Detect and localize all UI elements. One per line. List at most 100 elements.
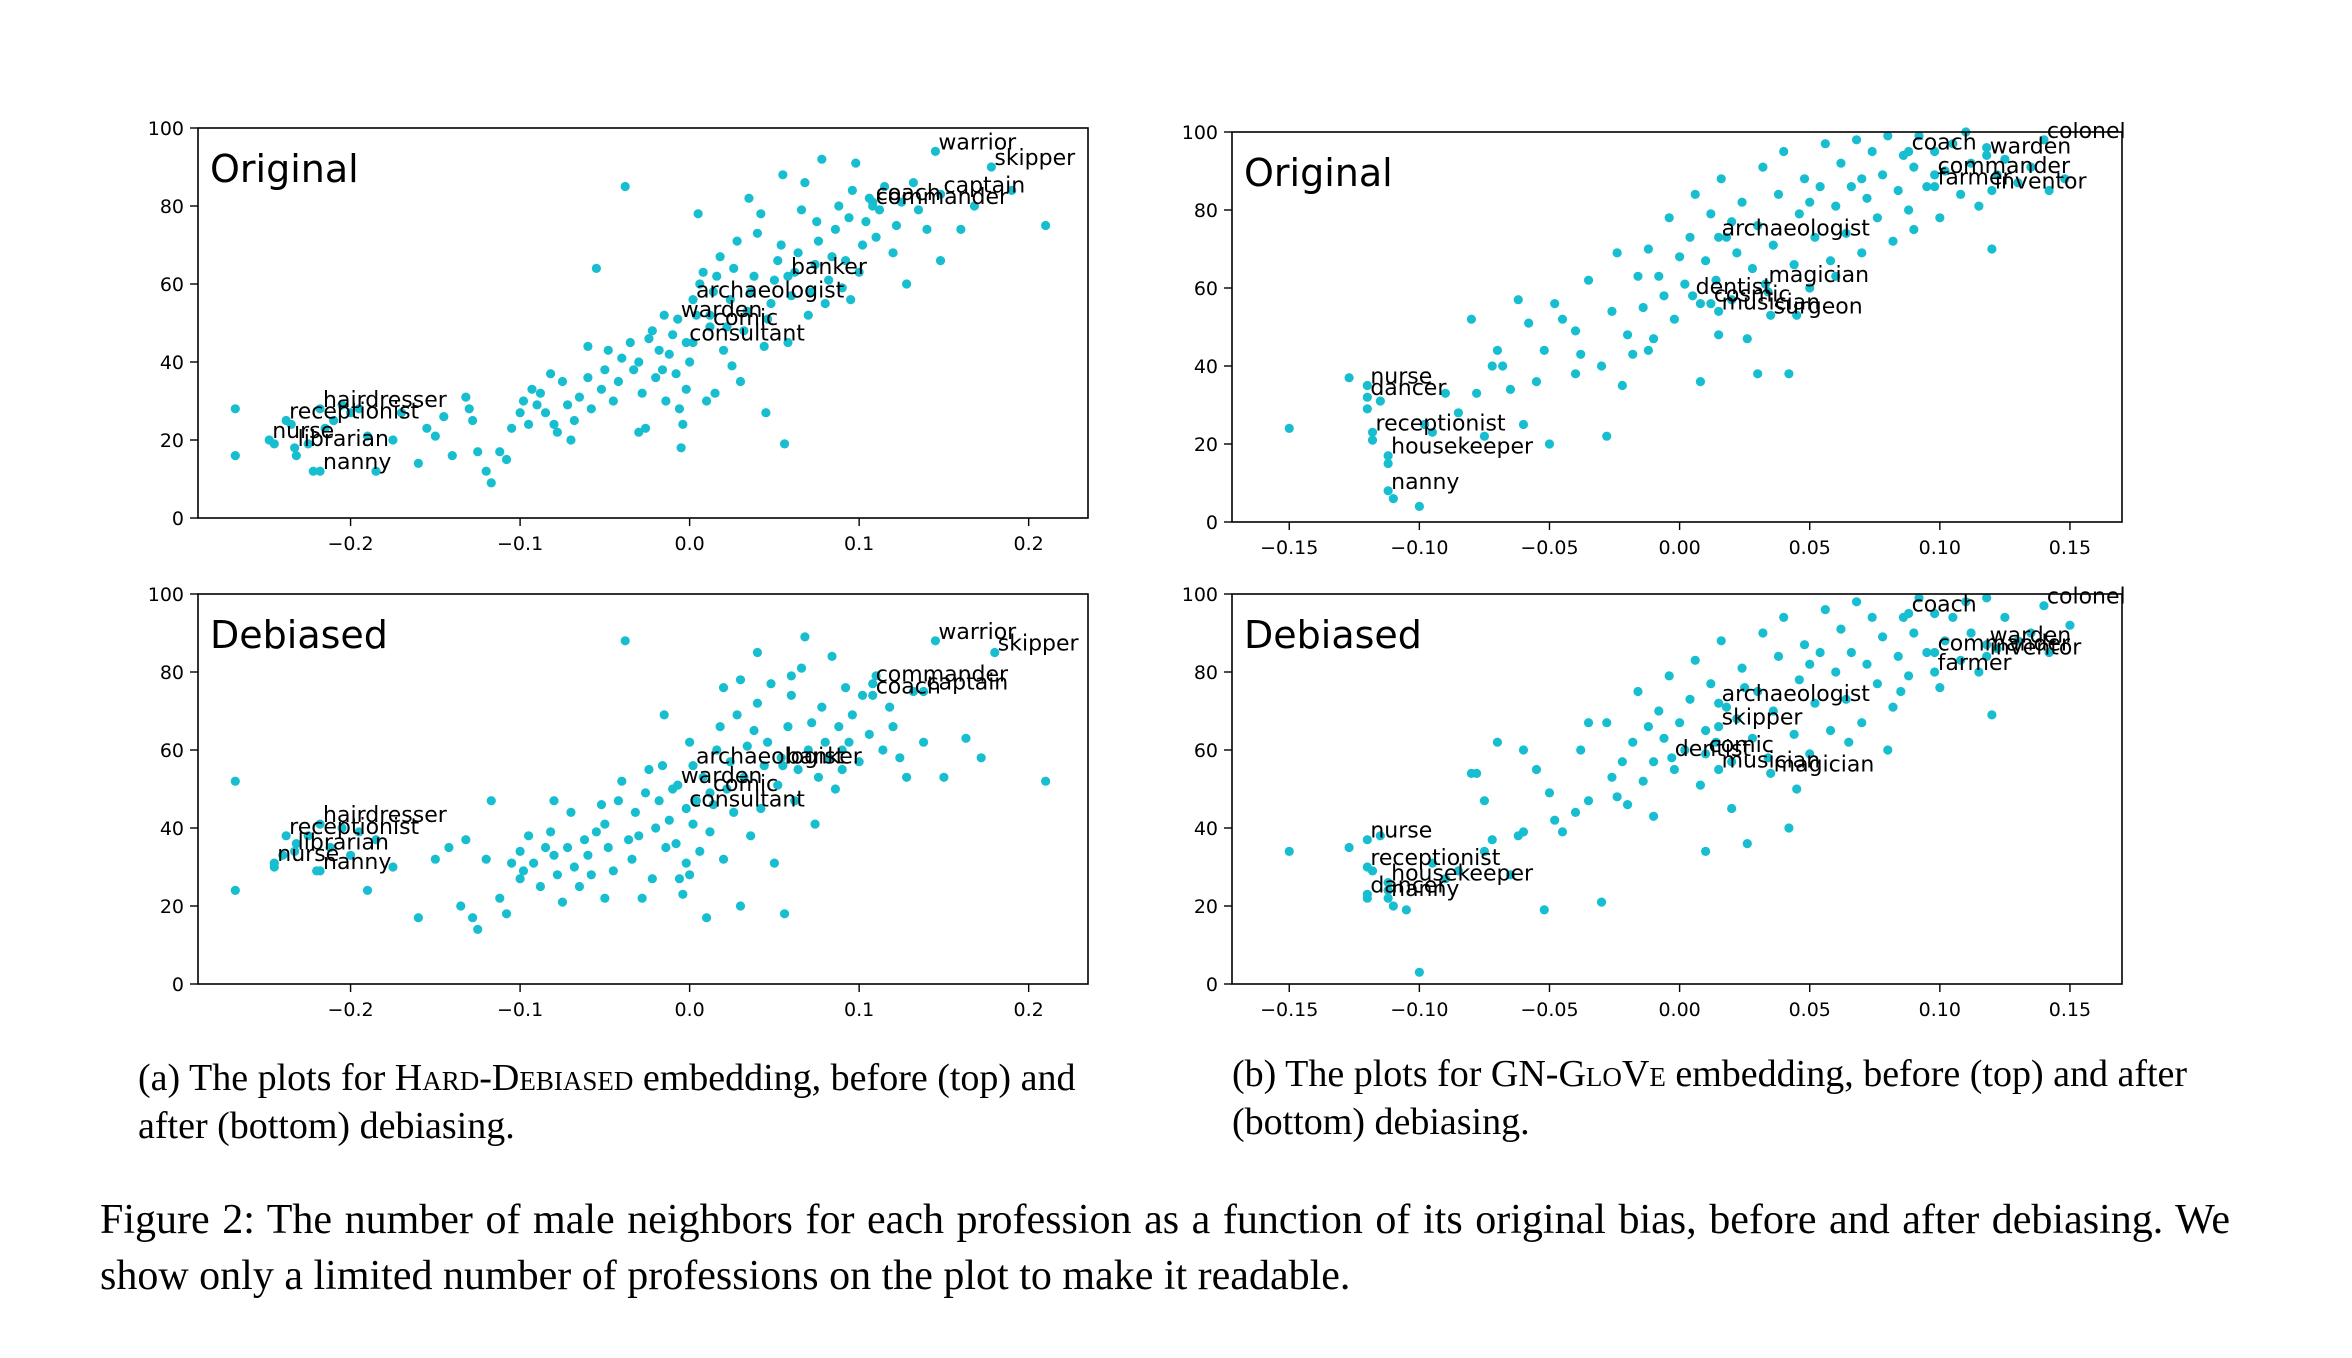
data-point: [501, 909, 512, 919]
data-point: [715, 722, 725, 732]
data-point: [230, 776, 240, 786]
point-label: inventor: [1995, 170, 2088, 195]
data-point: [549, 796, 559, 806]
data-point: [1862, 193, 1872, 203]
data-point: [657, 761, 668, 771]
labeled-data-point: [315, 866, 325, 876]
data-point: [1948, 612, 1958, 622]
point-labels: colonel coach wardencommanderinventorfarme…: [1370, 585, 2125, 903]
data-point: [518, 866, 529, 876]
labeled-data-point: [1930, 667, 1940, 677]
data-point: [1706, 209, 1716, 219]
x-tick-label: −0.15: [1260, 537, 1318, 559]
data-point: [1773, 189, 1784, 199]
data-point: [308, 466, 318, 476]
labeled-data-point: [688, 761, 698, 771]
data-point: [1922, 647, 1932, 658]
data-point: [1966, 158, 1976, 168]
data-point: [1935, 213, 1945, 223]
data-point: [834, 201, 844, 211]
data-point: [766, 298, 776, 309]
data-points: [1284, 127, 2070, 511]
data-point: [908, 686, 918, 697]
data-point: [1792, 784, 1802, 794]
data-point: [691, 796, 702, 806]
data-point: [1836, 158, 1846, 168]
point-label: farmer: [1938, 166, 2013, 191]
labeled-data-point: [1362, 392, 1372, 402]
data-point: [1877, 632, 1888, 642]
data-point: [1383, 458, 1393, 469]
data-point: [583, 850, 593, 860]
data-point: [654, 345, 664, 355]
data-point: [278, 850, 288, 860]
data-point: [1732, 248, 1742, 258]
y-tick-label: 60: [160, 740, 184, 762]
point-label: surgeon: [1774, 294, 1863, 319]
point-label: archaeologist: [696, 745, 845, 770]
data-point: [354, 827, 364, 837]
x-tick-label: −0.1: [497, 533, 543, 555]
scatter-plot-svg: colonel coach wardencommanderinventorfarme…: [1182, 584, 2126, 1021]
data-point: [625, 337, 635, 348]
chart-title: Debiased: [1244, 613, 1422, 657]
point-label: consultant: [689, 788, 805, 813]
point-label: dancer: [1370, 873, 1447, 898]
data-point: [817, 702, 827, 712]
data-point: [837, 283, 847, 293]
labeled-data-point: [1362, 862, 1372, 872]
subcaption-b-name: GN-GloVe: [1490, 1053, 1666, 1095]
data-point: [708, 800, 718, 810]
data-point: [1669, 314, 1679, 324]
data-point: [486, 478, 496, 488]
data-point: [1531, 764, 1542, 775]
data-point: [1518, 745, 1529, 755]
data-point: [1388, 901, 1398, 911]
data-point: [854, 757, 864, 767]
data-point: [786, 671, 796, 681]
x-tick-label: 0.15: [2049, 537, 2091, 559]
data-point: [759, 341, 769, 351]
data-point: [468, 415, 478, 426]
labeled-data-point: [1688, 291, 1698, 301]
y-tick-label: 60: [1194, 278, 1218, 300]
data-point: [608, 866, 618, 876]
data-point: [761, 408, 771, 418]
data-point: [1820, 139, 1830, 149]
data-point: [820, 298, 830, 309]
data-point: [461, 835, 471, 845]
data-point: [1779, 612, 1789, 622]
point-label: nanny: [1391, 470, 1459, 495]
data-point: [1758, 162, 1768, 172]
data-point: [1727, 295, 1737, 305]
data-point: [732, 236, 742, 246]
data-point: [1825, 725, 1836, 736]
x-tick-label: −0.1: [497, 999, 543, 1021]
data-point: [461, 392, 471, 402]
labeled-data-point: [264, 435, 274, 445]
data-point: [566, 435, 576, 445]
data-point: [651, 373, 661, 383]
data-point: [413, 458, 423, 468]
data-point: [735, 376, 746, 387]
labeled-data-point: [868, 679, 878, 689]
data-point: [557, 376, 568, 387]
data-point: [1789, 729, 1799, 739]
data-point: [712, 745, 722, 755]
data-point: [613, 376, 624, 387]
data-point: [786, 291, 796, 301]
data-point: [1669, 764, 1679, 775]
data-point: [1544, 788, 1555, 798]
point-label: musician: [1722, 290, 1821, 315]
data-point: [712, 271, 722, 281]
data-point: [586, 404, 596, 414]
data-point: [603, 345, 613, 355]
data-point: [1675, 252, 1685, 262]
data-point: [495, 447, 505, 457]
data-point: [722, 322, 732, 332]
data-point: [1872, 213, 1882, 223]
data-point: [830, 224, 841, 234]
data-point: [549, 419, 559, 429]
data-point: [1607, 306, 1617, 316]
